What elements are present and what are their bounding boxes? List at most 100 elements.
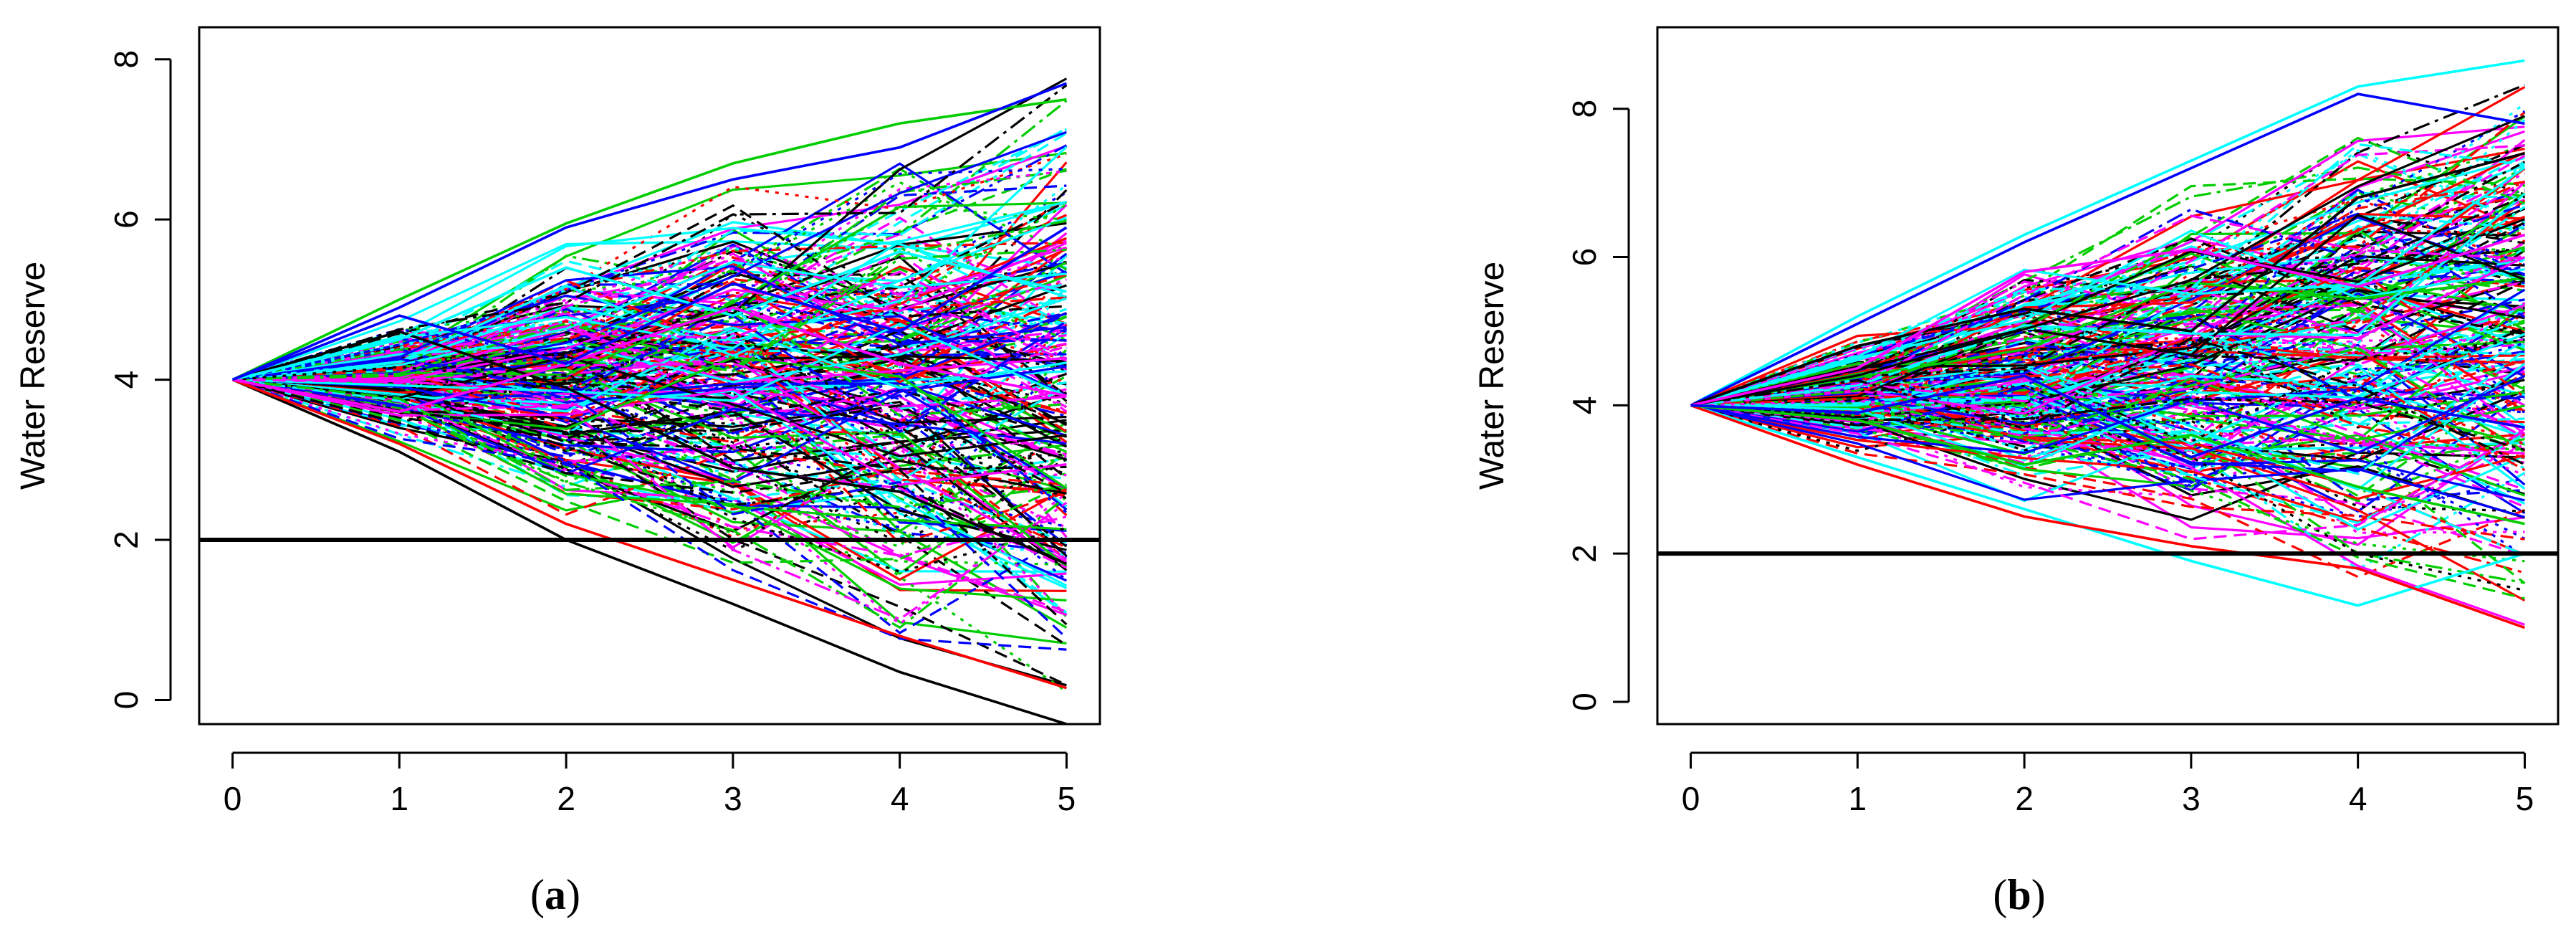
series-line (1690, 360, 2525, 429)
x-tick-label: 5 (1058, 780, 1076, 817)
series-line (1690, 206, 2526, 406)
series-line (232, 379, 1067, 687)
series-line (232, 312, 1068, 401)
series-line (232, 371, 1067, 566)
series-line (231, 378, 1067, 724)
series-line (232, 379, 1067, 545)
series-line (232, 373, 1068, 569)
series-line (1690, 267, 2526, 406)
series-line (232, 280, 1068, 394)
series-line (1690, 363, 2525, 459)
x-tick-label: 5 (2516, 780, 2534, 817)
series-line (232, 200, 1067, 381)
plot-frame (1656, 26, 2560, 726)
series-line (232, 379, 1067, 651)
series-line (232, 379, 1067, 480)
series-line (1690, 152, 2525, 407)
panel-caption: (a) (530, 871, 580, 918)
series-line (232, 252, 1068, 381)
series-line (1690, 320, 2526, 417)
series-line (232, 265, 1067, 381)
plot-frame (198, 26, 1101, 726)
series-group (1690, 59, 2526, 629)
series-line (1690, 317, 2525, 406)
x-axis: 0 1 2 3 4 5 (224, 751, 1076, 817)
y-tick-label: 2 (107, 531, 145, 549)
series-line (1690, 149, 2526, 406)
y-axis: 0 2 4 6 8 (1566, 100, 1630, 711)
series-line (232, 379, 1068, 686)
series-line (232, 374, 1068, 520)
series-line (232, 306, 1067, 414)
series-line (1690, 397, 2525, 518)
series-line (1690, 233, 2525, 407)
series-line (1690, 399, 2525, 452)
series-line (1690, 257, 2525, 406)
series-line (1690, 404, 2525, 607)
series-line (231, 226, 1068, 381)
series-line (1690, 404, 2526, 541)
y-tick-label: 8 (1566, 100, 1603, 118)
x-tick-label: 2 (557, 780, 575, 817)
series-line (1690, 256, 2526, 415)
series-line (1690, 401, 2526, 584)
series-line (232, 227, 1067, 381)
series-line (1690, 255, 2525, 406)
series-line (1690, 144, 2525, 406)
series-line (232, 379, 1068, 647)
x-tick-label: 1 (1849, 780, 1867, 817)
series-line (232, 379, 1068, 639)
series-line (232, 245, 1067, 381)
series-line (1690, 404, 2525, 526)
series-line (231, 82, 1068, 381)
series-line (1690, 338, 2525, 443)
series-line (1690, 92, 2525, 407)
series-line (232, 379, 1067, 544)
series-line (1690, 282, 2525, 406)
series-line (1690, 247, 2526, 416)
y-axis-title: Water Reserve (14, 262, 52, 490)
series-line (232, 219, 1067, 381)
series-line (232, 314, 1068, 434)
chart-panel-b: 0 1 2 3 4 5 0 2 4 6 8 Water Reserve (b) (1473, 26, 2560, 918)
series-line (1690, 402, 2525, 563)
series-line (232, 313, 1068, 409)
x-tick-label: 0 (224, 780, 242, 817)
series-line (232, 375, 1067, 510)
series-line (1690, 374, 2525, 459)
series-line (1690, 160, 2526, 406)
series-line (232, 217, 1067, 381)
series-line (231, 378, 1067, 690)
series-line (1690, 333, 2525, 429)
x-tick-label: 1 (391, 780, 409, 817)
x-tick-label: 3 (2182, 780, 2201, 817)
series-line (232, 245, 1068, 386)
series-line (232, 379, 1068, 614)
series-line (232, 321, 1067, 412)
series-line (1690, 397, 2525, 600)
x-tick-label: 2 (2015, 780, 2034, 817)
series-line (232, 315, 1067, 481)
y-tick-label: 6 (107, 210, 145, 229)
series-line (232, 379, 1067, 528)
series-line (1690, 404, 2525, 579)
series-line (232, 379, 1067, 557)
series-line (232, 168, 1067, 381)
y-tick-label: 2 (1566, 544, 1603, 563)
series-line (1690, 404, 2525, 518)
series-line (232, 242, 1068, 382)
series-group (231, 77, 1068, 724)
series-line (1690, 166, 2526, 406)
series-line (1690, 404, 2525, 592)
y-axis: 0 2 4 6 8 (107, 50, 172, 709)
series-line (1690, 347, 2526, 453)
series-line (232, 297, 1067, 384)
x-tick-label: 4 (891, 780, 909, 817)
series-line (232, 204, 1067, 381)
series-line (232, 330, 1068, 566)
series-line (232, 319, 1068, 433)
series-line (1690, 404, 2526, 629)
series-line (232, 216, 1068, 381)
series-line (1690, 349, 2526, 475)
